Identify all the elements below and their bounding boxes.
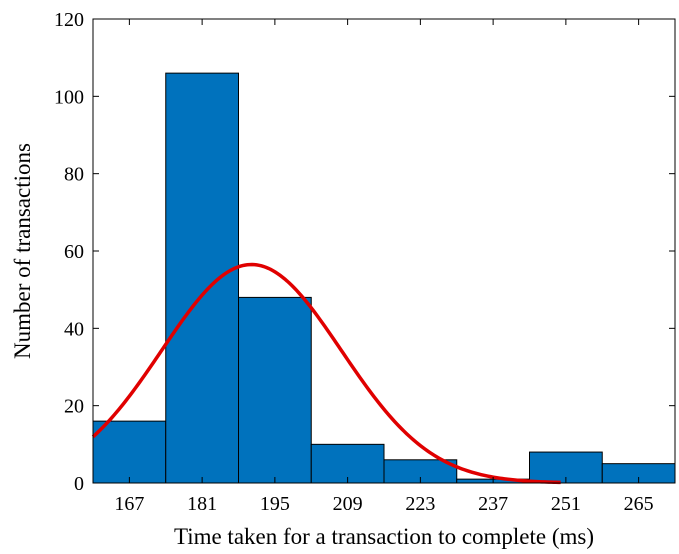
bar-167 (92, 420, 167, 484)
y-tick-label: 80 (64, 164, 84, 186)
y-tick-label: 40 (64, 318, 84, 340)
normal-fit-curve (91, 262, 561, 485)
x-tick-label: 167 (114, 493, 144, 515)
y-tick-label: 0 (74, 473, 84, 495)
x-tick-label: 209 (333, 493, 363, 515)
bar-209 (310, 443, 385, 484)
bars-group (92, 72, 676, 484)
y-tick-label: 120 (54, 9, 84, 31)
x-tick-label: 251 (551, 493, 581, 515)
x-axis-label: Time taken for a transaction to complete… (174, 524, 594, 549)
y-axis-ticks: 0 20 40 60 80 100 120 (54, 9, 675, 495)
x-tick-label: 181 (187, 493, 217, 515)
y-tick-label: 60 (64, 241, 84, 263)
y-tick-label: 20 (64, 396, 84, 418)
x-tick-label: 237 (478, 493, 508, 515)
x-axis-ticks: 167 181 195 209 223 237 251 265 (114, 19, 654, 515)
x-tick-label: 223 (405, 493, 435, 515)
y-tick-label: 100 (54, 86, 84, 108)
bar-181 (165, 72, 239, 484)
y-axis-label: Number of transactions (10, 143, 35, 359)
x-tick-label: 195 (260, 493, 290, 515)
bar-195 (238, 296, 312, 484)
x-tick-label: 265 (624, 493, 654, 515)
